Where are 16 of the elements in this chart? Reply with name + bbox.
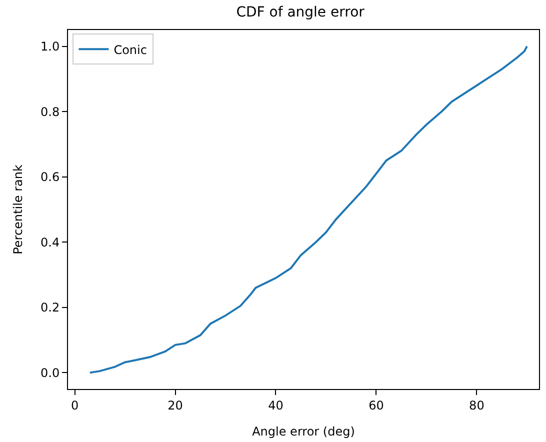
y-tick-label: 0.4 xyxy=(40,235,60,250)
y-tick-label: 0.8 xyxy=(40,104,60,119)
x-axis-title: Angle error (deg) xyxy=(252,424,355,438)
y-tick-label: 0.2 xyxy=(40,300,60,315)
x-tick-label: 40 xyxy=(268,398,284,412)
x-tick-label: 0 xyxy=(70,398,79,412)
chart-title: CDF of angle error xyxy=(236,4,365,20)
y-tick-label: 1.0 xyxy=(40,40,60,54)
y-axis-title: Percentile rank xyxy=(10,164,25,254)
x-tick-label: 60 xyxy=(368,398,384,412)
x-tick-label: 80 xyxy=(469,398,484,412)
legend-label: Conic xyxy=(114,42,147,57)
x-tick-label: 20 xyxy=(168,398,183,412)
y-tick-label: 0.0 xyxy=(40,366,60,380)
y-tick-label: 0.6 xyxy=(40,170,60,184)
line-series xyxy=(88,45,528,374)
